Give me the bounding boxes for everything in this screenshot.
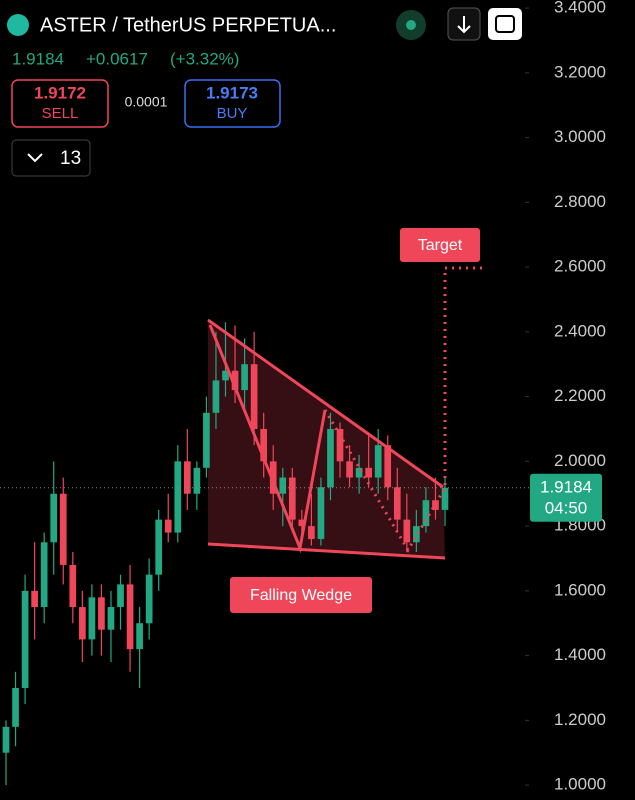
candle-body xyxy=(403,519,411,543)
last-price: 1.9184 xyxy=(12,49,64,68)
price-tag xyxy=(530,473,602,522)
fullscreen-button[interactable] xyxy=(488,8,522,40)
y-tick-label: 1.6000 xyxy=(554,580,606,599)
candle-body xyxy=(117,584,124,608)
y-tick-label: 1.4000 xyxy=(554,645,606,664)
candle-body xyxy=(260,428,268,462)
buy-label: BUY xyxy=(217,105,248,122)
candle-body xyxy=(50,493,58,543)
y-tick-label: 1.2000 xyxy=(554,710,606,729)
spread: 0.0001 xyxy=(125,94,168,110)
candle-body xyxy=(59,493,67,565)
pattern-box xyxy=(230,577,372,613)
candle-body xyxy=(279,477,287,494)
candle-body xyxy=(164,519,172,533)
status-dot xyxy=(406,20,416,30)
sell-button[interactable] xyxy=(11,79,109,128)
buy-button[interactable] xyxy=(184,79,281,128)
candle-body xyxy=(250,364,258,429)
y-tick-label: 2.0000 xyxy=(554,451,606,470)
wedge-upper xyxy=(207,318,444,489)
candle-body xyxy=(212,380,220,413)
target-label: Target xyxy=(418,237,463,254)
candle-body xyxy=(231,370,239,391)
candle-body xyxy=(432,500,439,510)
pattern-label: Falling Wedge xyxy=(250,587,352,604)
y-tick-label: 2.4000 xyxy=(554,321,606,340)
candle-body xyxy=(374,445,382,478)
candle-body xyxy=(365,467,372,478)
candle-body xyxy=(269,461,277,494)
candle-body xyxy=(241,364,248,391)
change: +0.0617 xyxy=(86,49,148,68)
interval: 13 xyxy=(60,148,81,169)
y-tick-label: 2.6000 xyxy=(554,257,606,276)
candle-body xyxy=(2,726,10,753)
candle-body xyxy=(413,526,420,543)
candle-body xyxy=(384,445,392,488)
y-tick-label: 2.2000 xyxy=(554,386,606,405)
candle-body xyxy=(145,574,153,624)
price-tag-price: 1.9184 xyxy=(540,477,592,496)
candle-body xyxy=(31,590,38,608)
change-pct: (+3.32%) xyxy=(170,49,239,68)
price-tag-countdown: 04:50 xyxy=(545,498,588,517)
arrow-icon xyxy=(457,16,471,34)
candle-body xyxy=(107,607,115,630)
candle-body xyxy=(155,519,163,575)
plot xyxy=(2,320,449,786)
candle-body xyxy=(346,461,353,478)
y-tick-label: 1.0000 xyxy=(554,775,606,794)
candle-body xyxy=(288,477,296,520)
candle-body xyxy=(327,428,334,488)
y-tick-label: 2.8000 xyxy=(554,192,606,211)
target-box xyxy=(400,228,480,262)
candle-body xyxy=(183,461,191,494)
wedge-lower xyxy=(207,542,446,560)
chevron-icon xyxy=(27,153,43,163)
wave xyxy=(208,324,327,554)
candle-body xyxy=(355,467,363,478)
candle-body xyxy=(79,607,86,640)
candle-body xyxy=(393,487,401,520)
fullscreen-icon xyxy=(495,15,515,33)
candle-body xyxy=(422,500,430,527)
candle-body xyxy=(317,487,325,540)
candle-body xyxy=(98,597,105,630)
candle-body xyxy=(203,412,210,468)
sell-label: SELL xyxy=(42,105,79,122)
candle-body xyxy=(441,487,449,510)
sell-price: 1.9172 xyxy=(34,83,86,102)
candle-body xyxy=(174,461,182,533)
buy-price: 1.9173 xyxy=(206,83,258,102)
candle-body xyxy=(222,370,229,381)
candle-body xyxy=(40,542,48,608)
candle-body xyxy=(136,623,143,650)
y-tick-label: 3.2000 xyxy=(554,62,606,81)
candle-body xyxy=(88,597,96,640)
candle-body xyxy=(193,467,201,494)
wedge-lines: Target Falling Wedge xyxy=(207,228,487,613)
candle-body xyxy=(21,590,29,688)
candle-body xyxy=(298,519,306,527)
candle-body xyxy=(69,564,77,608)
candle-body xyxy=(126,584,134,650)
interval-button[interactable] xyxy=(11,139,91,177)
candle-body xyxy=(12,687,19,727)
wedge-fill xyxy=(208,320,445,558)
y-tick-label: 3.4000 xyxy=(554,0,606,17)
coin-icon xyxy=(7,14,29,36)
header: ASTER / TetherUS PERPETUA... 1.9184 +0.0… xyxy=(7,7,522,177)
y-tick-label: 3.0000 xyxy=(554,127,606,146)
candle-body xyxy=(308,526,315,540)
candle-body xyxy=(336,428,344,462)
symbol: ASTER / TetherUS PERPETUA... xyxy=(40,14,336,36)
